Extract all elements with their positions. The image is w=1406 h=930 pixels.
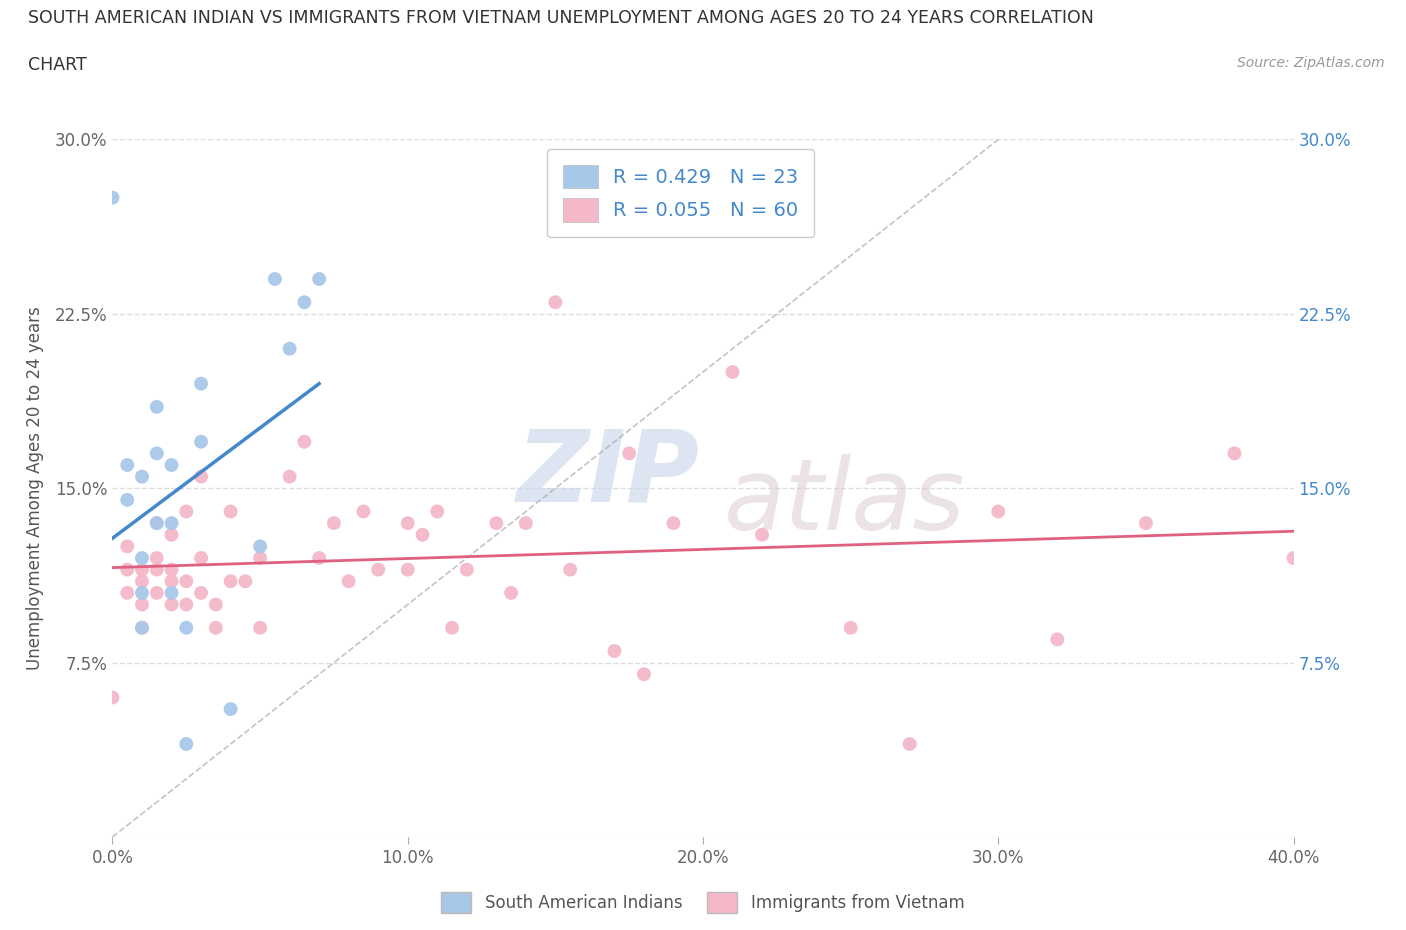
- Point: [117, 586, 138, 601]
- Point: [131, 620, 153, 635]
- Point: [898, 737, 921, 751]
- Point: [987, 504, 1010, 519]
- Point: [219, 504, 242, 519]
- Point: [174, 737, 197, 751]
- Point: [160, 574, 183, 589]
- Point: [1046, 632, 1069, 647]
- Point: [160, 458, 183, 472]
- Point: [441, 620, 464, 635]
- Point: [396, 515, 419, 530]
- Point: [1135, 515, 1157, 530]
- Point: [1223, 445, 1246, 460]
- Point: [160, 586, 183, 601]
- Point: [278, 469, 301, 484]
- Point: [146, 586, 169, 601]
- Point: [146, 445, 169, 460]
- Point: [292, 434, 315, 449]
- Point: [117, 539, 138, 554]
- Point: [131, 562, 153, 577]
- Point: [190, 376, 212, 391]
- Text: atlas: atlas: [724, 454, 966, 551]
- Point: [839, 620, 862, 635]
- Point: [396, 562, 419, 577]
- Point: [308, 272, 330, 286]
- Point: [146, 515, 169, 530]
- Point: [249, 539, 271, 554]
- Point: [174, 574, 197, 589]
- Point: [456, 562, 478, 577]
- Point: [411, 527, 433, 542]
- Y-axis label: Unemployment Among Ages 20 to 24 years: Unemployment Among Ages 20 to 24 years: [25, 306, 44, 671]
- Point: [131, 620, 153, 635]
- Point: [278, 341, 301, 356]
- Point: [558, 562, 582, 577]
- Point: [662, 515, 685, 530]
- Point: [515, 515, 537, 530]
- Point: [352, 504, 374, 519]
- Point: [544, 295, 567, 310]
- Point: [721, 365, 744, 379]
- Text: CHART: CHART: [28, 56, 87, 73]
- Text: Source: ZipAtlas.com: Source: ZipAtlas.com: [1237, 56, 1385, 70]
- Point: [160, 527, 183, 542]
- Point: [101, 690, 124, 705]
- Point: [1282, 551, 1305, 565]
- Point: [292, 295, 315, 310]
- Point: [146, 515, 169, 530]
- Point: [205, 620, 228, 635]
- Point: [249, 551, 271, 565]
- Point: [219, 701, 242, 716]
- Point: [426, 504, 449, 519]
- Legend: South American Indians, Immigrants from Vietnam: South American Indians, Immigrants from …: [434, 885, 972, 920]
- Point: [190, 551, 212, 565]
- Point: [190, 586, 212, 601]
- Point: [337, 574, 360, 589]
- Text: SOUTH AMERICAN INDIAN VS IMMIGRANTS FROM VIETNAM UNEMPLOYMENT AMONG AGES 20 TO 2: SOUTH AMERICAN INDIAN VS IMMIGRANTS FROM…: [28, 9, 1094, 27]
- Point: [219, 574, 242, 589]
- Point: [174, 620, 197, 635]
- Point: [146, 562, 169, 577]
- Point: [233, 574, 256, 589]
- Point: [131, 586, 153, 601]
- Point: [485, 515, 508, 530]
- Point: [117, 562, 138, 577]
- Point: [501, 586, 523, 601]
- Text: ZIP: ZIP: [517, 426, 700, 523]
- Point: [249, 620, 271, 635]
- Point: [131, 597, 153, 612]
- Point: [174, 504, 197, 519]
- Point: [323, 515, 346, 530]
- Point: [751, 527, 773, 542]
- Point: [117, 493, 138, 508]
- Point: [205, 597, 228, 612]
- Point: [633, 667, 655, 682]
- Point: [146, 551, 169, 565]
- Point: [308, 551, 330, 565]
- Point: [160, 562, 183, 577]
- Point: [190, 434, 212, 449]
- Point: [160, 515, 183, 530]
- Point: [131, 469, 153, 484]
- Point: [131, 574, 153, 589]
- Point: [101, 190, 124, 205]
- Point: [146, 400, 169, 415]
- Point: [603, 644, 626, 658]
- Point: [131, 551, 153, 565]
- Point: [367, 562, 389, 577]
- Point: [174, 597, 197, 612]
- Point: [264, 272, 287, 286]
- Point: [160, 597, 183, 612]
- Point: [117, 458, 138, 472]
- Point: [190, 469, 212, 484]
- Point: [619, 445, 641, 460]
